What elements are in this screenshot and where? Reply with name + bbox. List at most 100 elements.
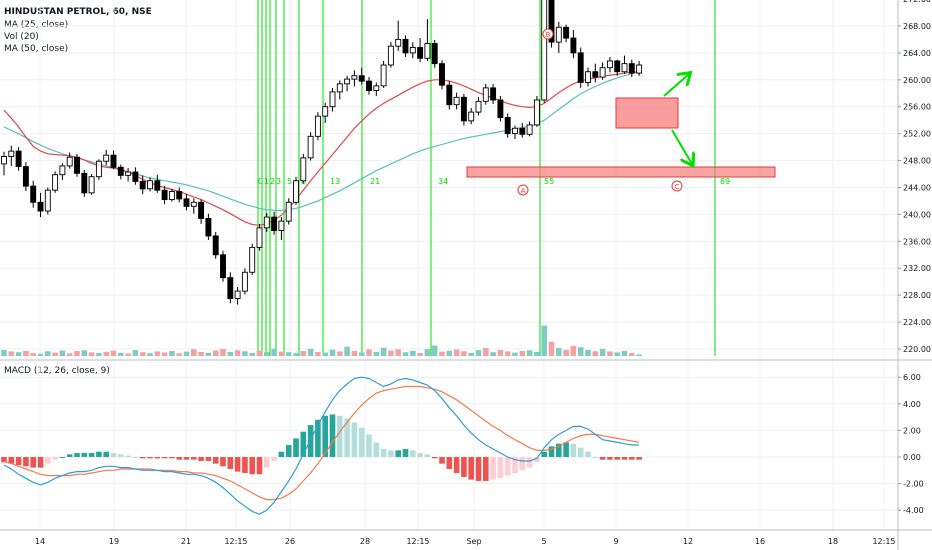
macd-histogram-bar (629, 457, 635, 460)
macd-histogram-bar (599, 457, 606, 460)
candle-body (66, 156, 73, 167)
time-tick-label: 28 (360, 537, 370, 546)
wave-label-circle (671, 180, 683, 192)
candle (103, 149, 110, 166)
macd-histogram-bar (212, 457, 219, 464)
price-axis[interactable]: 280.00276.00272.00268.00264.00260.00256.… (898, 0, 931, 515)
volume-bar (1, 349, 7, 356)
macd-histogram-bar (490, 457, 496, 480)
macd-histogram-bar (607, 457, 613, 460)
macd-histogram-bar (59, 457, 66, 458)
candle (519, 122, 526, 138)
volume-bar (15, 352, 22, 356)
up-arrow (663, 74, 689, 97)
candle (387, 42, 394, 68)
candle-body (154, 180, 161, 191)
macd-histogram-bar (351, 422, 358, 457)
candle-body (110, 154, 117, 168)
volume-bar (563, 350, 569, 356)
candle (198, 199, 205, 224)
volume-bar (103, 351, 109, 356)
price-tick-label: 244.00 (903, 183, 931, 192)
time-tick-label: 14 (35, 537, 45, 546)
macd-histogram-bar (380, 449, 387, 457)
volume-bar (139, 352, 146, 356)
ma25-legend[interactable]: MA (25, close) (4, 20, 69, 30)
macd-legend[interactable]: MACD (12, 26, close, 9) (4, 366, 110, 376)
macd-histogram-bar (512, 457, 518, 473)
time-tick-label: 12:15 (406, 537, 429, 546)
wave-label-circle (517, 184, 529, 196)
macd-histogram-bar (475, 457, 482, 481)
candle (358, 67, 365, 85)
macd-histogram-bar (585, 451, 591, 457)
volume-bar (59, 350, 66, 356)
candle-body (147, 180, 153, 190)
wave-label-B: B (546, 31, 551, 39)
volume-bar (66, 353, 73, 356)
wave-labels: B A C (517, 28, 683, 196)
macd-histogram-bar (534, 457, 540, 463)
candle (460, 93, 467, 126)
candle-body (468, 111, 475, 122)
moving-averages (3, 71, 640, 226)
macd-histogram-bar (446, 457, 453, 469)
macd-histogram-bar (293, 438, 299, 457)
candle (424, 19, 431, 61)
candle-body (395, 38, 402, 47)
time-axis[interactable]: 14 19 21 12:15 26 28 12:15 Sep 5 9 12 16 18 12:15 (35, 537, 896, 546)
candle (366, 77, 372, 95)
time-tick-label: 9 (613, 537, 618, 546)
candle-body (307, 135, 314, 159)
volume-bar (366, 349, 372, 356)
macd-histogram-bar (358, 427, 365, 457)
candle-body (482, 87, 489, 102)
volume-bar (534, 351, 540, 356)
macd-histogram (1, 414, 642, 481)
price-tick-label: 260.00 (903, 76, 931, 85)
candle (8, 145, 15, 166)
macd-histogram-bar (417, 453, 423, 457)
macd-line (3, 376, 640, 515)
volume-bar (220, 348, 226, 356)
volume-bar (344, 346, 350, 356)
ma50-legend[interactable]: MA (50, close) (4, 44, 69, 54)
candle (37, 192, 44, 218)
macd-histogram-bar (424, 454, 431, 457)
volume-bar (453, 349, 460, 356)
macd-histogram-bar (191, 457, 197, 460)
volume-bar (271, 348, 277, 356)
signal-line (3, 385, 640, 501)
candle-body (402, 38, 409, 54)
volume-bar (417, 352, 423, 356)
candle-body (577, 52, 584, 83)
candle (161, 186, 168, 205)
volume-bar (293, 353, 299, 356)
volume-bar (592, 351, 599, 356)
candle-body (417, 47, 424, 59)
volume-bar (161, 352, 168, 356)
macd-histogram-bar (402, 449, 409, 457)
fib-zone-label: 55 (544, 177, 554, 186)
volume-bar (176, 353, 182, 356)
candle (168, 188, 175, 202)
volume-legend[interactable]: Vol (20) (4, 32, 39, 42)
volume-bar (315, 352, 321, 356)
volume-bar (169, 351, 175, 356)
macd-histogram-bar (118, 454, 124, 457)
down-arrow (671, 129, 692, 164)
candle (570, 29, 577, 59)
candle-body (533, 99, 540, 126)
candle (256, 223, 263, 251)
volume-bar (629, 353, 635, 356)
volume-bar (446, 350, 453, 356)
volume-bar (548, 341, 555, 356)
candle (395, 20, 402, 51)
macd-histogram-bar (23, 457, 29, 467)
support-zone-box (466, 166, 776, 178)
candle (95, 159, 102, 181)
macd-histogram-bar (66, 454, 73, 457)
volume-bar (81, 350, 88, 356)
volume-bar (490, 352, 496, 356)
